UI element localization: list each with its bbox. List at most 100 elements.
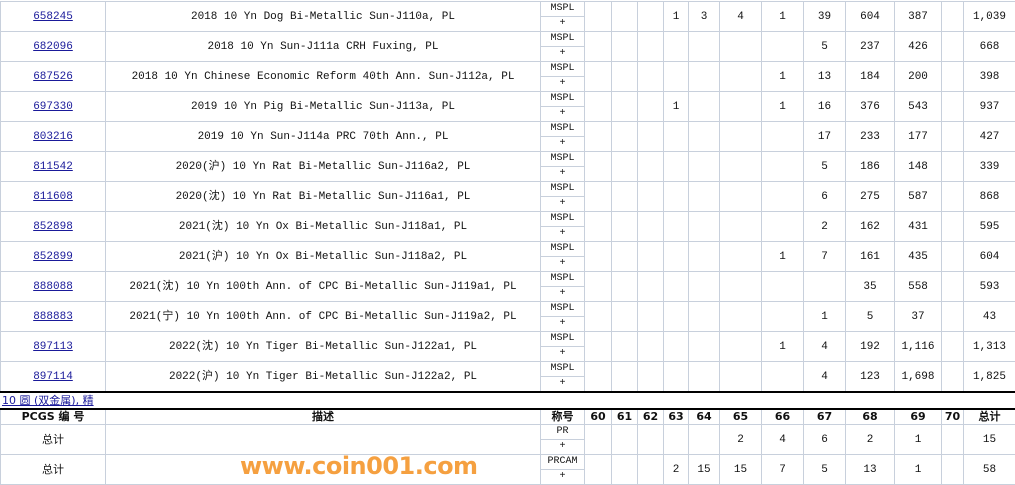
count-grade-60	[585, 425, 612, 455]
count-grade-60	[585, 182, 612, 212]
section-link[interactable]: 10 圆 (双金属), 精	[2, 394, 94, 407]
pcgs-number-link[interactable]: 897113	[33, 341, 73, 353]
count-grade-67: 7	[804, 242, 846, 272]
total-count: 58	[964, 455, 1015, 485]
pcgs-number-link[interactable]: 658245	[33, 11, 73, 23]
description-cell	[106, 425, 541, 455]
count-grade-67: 6	[804, 425, 846, 455]
total-count: 937	[964, 92, 1015, 122]
count-grade-62	[638, 92, 664, 122]
grade-plus: +	[541, 257, 585, 272]
pcgs-number-cell: 897113	[1, 332, 106, 362]
grade-plus: +	[541, 17, 585, 32]
pcgs-number-link[interactable]: 811608	[33, 191, 73, 203]
header-grade-70: 70	[942, 409, 964, 425]
pcgs-number-link[interactable]: 687526	[33, 71, 73, 83]
count-grade-60	[585, 152, 612, 182]
count-grade-64	[689, 62, 720, 92]
pcgs-number-cell: 852899	[1, 242, 106, 272]
pcgs-number-link[interactable]: 852899	[33, 251, 73, 263]
count-grade-70	[942, 455, 964, 485]
total-label: 总计	[1, 455, 106, 485]
count-grade-68: 192	[846, 332, 895, 362]
count-grade-63	[664, 332, 689, 362]
pcgs-number-link[interactable]: 697330	[33, 101, 73, 113]
count-grade-61	[612, 182, 638, 212]
count-grade-67: 4	[804, 332, 846, 362]
count-grade-64	[689, 212, 720, 242]
total-count: 1,825	[964, 362, 1015, 393]
count-grade-63	[664, 242, 689, 272]
pcgs-number-link[interactable]: 803216	[33, 131, 73, 143]
pcgs-number-link[interactable]: 682096	[33, 41, 73, 53]
count-grade-61	[612, 2, 638, 32]
pcgs-number-link[interactable]: 888088	[33, 281, 73, 293]
grade-plus: +	[541, 440, 585, 455]
count-grade-60	[585, 2, 612, 32]
count-grade-65	[720, 332, 762, 362]
total-count: 593	[964, 272, 1015, 302]
pcgs-number-cell: 811608	[1, 182, 106, 212]
grade-designation: MSPL	[541, 32, 585, 47]
count-grade-70	[942, 152, 964, 182]
count-grade-64	[689, 425, 720, 455]
pcgs-number-cell: 697330	[1, 92, 106, 122]
count-grade-63	[664, 272, 689, 302]
description-cell: 2019 10 Yn Pig Bi-Metallic Sun-J113a, PL	[106, 92, 541, 122]
grade-designation: PRCAM	[541, 455, 585, 470]
pcgs-number-link[interactable]: 897114	[33, 371, 73, 383]
header-description: 描述	[106, 409, 541, 425]
count-grade-65: 15	[720, 455, 762, 485]
count-grade-63	[664, 152, 689, 182]
count-grade-61	[612, 332, 638, 362]
grade-plus: +	[541, 47, 585, 62]
count-grade-69: 200	[895, 62, 942, 92]
description-cell: 2018 10 Yn Dog Bi-Metallic Sun-J110a, PL	[106, 2, 541, 32]
pcgs-number-link[interactable]: 852898	[33, 221, 73, 233]
count-grade-66	[762, 272, 804, 302]
count-grade-68: 13	[846, 455, 895, 485]
count-grade-66: 1	[762, 242, 804, 272]
pcgs-number-link[interactable]: 811542	[33, 161, 73, 173]
count-grade-68: 275	[846, 182, 895, 212]
count-grade-62	[638, 455, 664, 485]
count-grade-60	[585, 212, 612, 242]
grade-designation: MSPL	[541, 92, 585, 107]
count-grade-65	[720, 62, 762, 92]
grade-designation: PR	[541, 425, 585, 440]
pcgs-number-cell: 811542	[1, 152, 106, 182]
pcgs-number-link[interactable]: 888883	[33, 311, 73, 323]
header-grade-66: 66	[762, 409, 804, 425]
header-pcgs-number: PCGS 编 号	[1, 409, 106, 425]
summary-header-row: PCGS 编 号 描述 称号 60 61 62 63 64 65 66 67 6…	[1, 409, 1015, 425]
count-grade-69: 1,698	[895, 362, 942, 393]
count-grade-63: 1	[664, 2, 689, 32]
description-cell: 2022(沈) 10 Yn Tiger Bi-Metallic Sun-J122…	[106, 332, 541, 362]
total-count: 668	[964, 32, 1015, 62]
count-grade-70	[942, 272, 964, 302]
grade-plus: +	[541, 167, 585, 182]
header-grade-68: 68	[846, 409, 895, 425]
header-grade-62: 62	[638, 409, 664, 425]
count-grade-62	[638, 242, 664, 272]
total-count: 1,039	[964, 2, 1015, 32]
count-grade-64	[689, 302, 720, 332]
count-grade-62	[638, 272, 664, 302]
count-grade-69: 387	[895, 2, 942, 32]
grade-designation: MSPL	[541, 62, 585, 77]
grade-designation: MSPL	[541, 122, 585, 137]
count-grade-60	[585, 302, 612, 332]
count-grade-69: 587	[895, 182, 942, 212]
count-grade-60	[585, 242, 612, 272]
description-cell: 2019 10 Yn Sun-J114a PRC 70th Ann., PL	[106, 122, 541, 152]
count-grade-69: 543	[895, 92, 942, 122]
description-cell: 2021(沈) 10 Yn 100th Ann. of CPC Bi-Metal…	[106, 272, 541, 302]
count-grade-67: 16	[804, 92, 846, 122]
count-grade-60	[585, 122, 612, 152]
count-grade-61	[612, 425, 638, 455]
count-grade-62	[638, 182, 664, 212]
